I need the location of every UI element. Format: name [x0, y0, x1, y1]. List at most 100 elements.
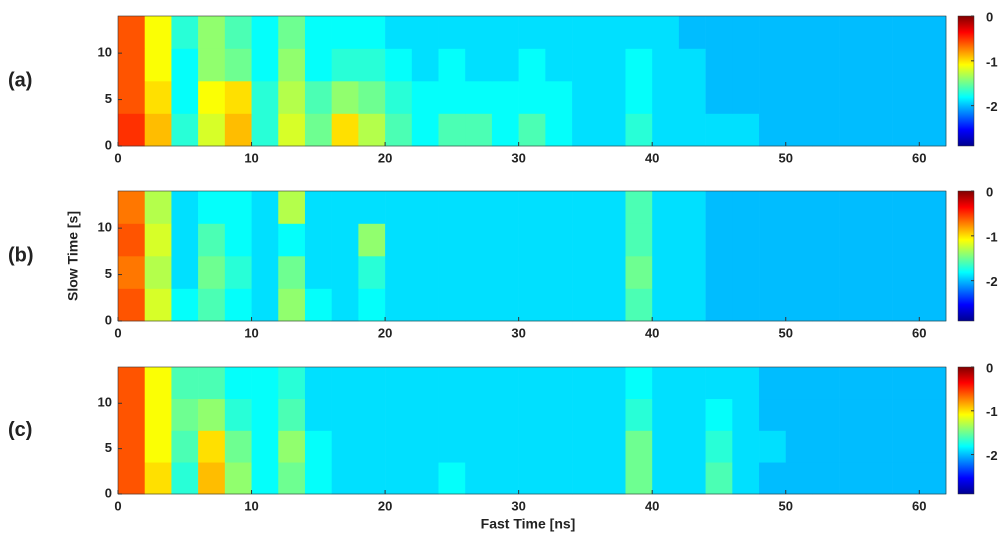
heatmap-cell	[118, 191, 146, 224]
heatmap-cell	[385, 223, 413, 257]
heatmap-cell	[785, 81, 813, 114]
heatmap-cell	[572, 430, 600, 463]
heatmap-cell	[171, 367, 199, 400]
heatmap-cell	[518, 462, 546, 495]
heatmap-cell	[491, 191, 519, 224]
heatmap-cell	[919, 191, 947, 224]
heatmap-cell	[705, 16, 733, 49]
heatmap-cell	[839, 191, 867, 224]
heatmap	[118, 367, 947, 495]
heatmap-cell	[171, 288, 199, 322]
heatmap-cell	[865, 48, 893, 82]
heatmap-cell	[144, 16, 172, 49]
heatmap-cell	[118, 462, 146, 495]
colorbar	[957, 366, 975, 495]
heatmap-cell	[678, 81, 706, 114]
heatmap-cell	[545, 48, 573, 82]
heatmap-cell	[839, 113, 867, 147]
heatmap-cell	[251, 223, 279, 257]
heatmap-cell	[171, 81, 199, 114]
heatmap-cell	[759, 430, 787, 463]
heatmap-cell	[785, 430, 813, 463]
plot-frame	[117, 366, 947, 495]
plot-frame	[117, 15, 947, 147]
heatmap-cell	[278, 430, 306, 463]
heatmap-cell	[465, 367, 493, 400]
heatmap-cell	[625, 48, 653, 82]
heatmap-cell	[224, 191, 252, 224]
heatmap-cell	[705, 223, 733, 257]
heatmap-cell	[251, 48, 279, 82]
heatmap-cell	[198, 48, 226, 82]
heatmap-cell	[465, 191, 493, 224]
heatmap-cell	[892, 48, 920, 82]
heatmap-cell	[919, 223, 947, 257]
heatmap-cell	[144, 398, 172, 431]
heatmap-cell	[438, 223, 466, 257]
heatmap-cell	[678, 113, 706, 147]
heatmap-cell	[652, 462, 680, 495]
plot-frame	[117, 190, 947, 322]
heatmap-cell	[572, 223, 600, 257]
heatmap-cell	[652, 367, 680, 400]
heatmap-cell	[144, 81, 172, 114]
heatmap-cell	[518, 191, 546, 224]
heatmap-cell	[465, 16, 493, 49]
heatmap-cell	[358, 48, 386, 82]
heatmap-cell	[491, 367, 519, 400]
heatmap-cell	[545, 367, 573, 400]
heatmap-cell	[251, 288, 279, 322]
heatmap-cell	[919, 398, 947, 431]
x-tick-label: 20	[378, 325, 392, 340]
heatmap-cell	[625, 430, 653, 463]
y-tick-label: 10	[98, 45, 112, 60]
heatmap-cell	[839, 288, 867, 322]
heatmap-cell	[411, 367, 439, 400]
heatmap-cell	[572, 462, 600, 495]
heatmap-cell	[331, 48, 359, 82]
heatmap-cell	[144, 113, 172, 147]
heatmap-cell	[625, 81, 653, 114]
heatmap-cell	[411, 16, 439, 49]
heatmap-cell	[438, 256, 466, 289]
heatmap-cell	[865, 191, 893, 224]
heatmap-cell	[198, 398, 226, 431]
heatmap-cell	[892, 367, 920, 400]
heatmap-cell	[545, 288, 573, 322]
heatmap-cell	[705, 398, 733, 431]
heatmap-cell	[171, 223, 199, 257]
heatmap-cell	[812, 256, 840, 289]
heatmap-cell	[652, 398, 680, 431]
panel-label: (a)	[8, 69, 32, 91]
colorbar-tick-label: 0	[986, 184, 993, 199]
heatmap-cell	[224, 16, 252, 49]
heatmap-cell	[251, 462, 279, 495]
heatmap-cell	[598, 113, 626, 147]
heatmap-cell	[491, 398, 519, 431]
heatmap-cell	[465, 81, 493, 114]
colorbar-tick-label: 0	[986, 9, 993, 24]
heatmap-cell	[812, 462, 840, 495]
colorbar-tick-label: 0	[986, 360, 993, 375]
colorbar	[957, 190, 975, 322]
heatmap-cell	[732, 430, 760, 463]
colorbar-tick-label: -2	[986, 448, 998, 463]
heatmap-cell	[545, 398, 573, 431]
heatmap-cell	[839, 462, 867, 495]
heatmap-cell	[331, 256, 359, 289]
heatmap-cell	[812, 398, 840, 431]
heatmap-cell	[465, 113, 493, 147]
heatmap-cell	[545, 256, 573, 289]
heatmap-cell	[278, 48, 306, 82]
heatmap-cell	[625, 462, 653, 495]
heatmap-cell	[732, 256, 760, 289]
heatmap-cell	[331, 223, 359, 257]
heatmap-cell	[759, 81, 787, 114]
heatmap-cell	[491, 81, 519, 114]
heatmap-cell	[118, 367, 146, 400]
heatmap-cell	[491, 16, 519, 49]
heatmap-cell	[278, 256, 306, 289]
heatmap-cell	[171, 113, 199, 147]
heatmap-cell	[598, 462, 626, 495]
